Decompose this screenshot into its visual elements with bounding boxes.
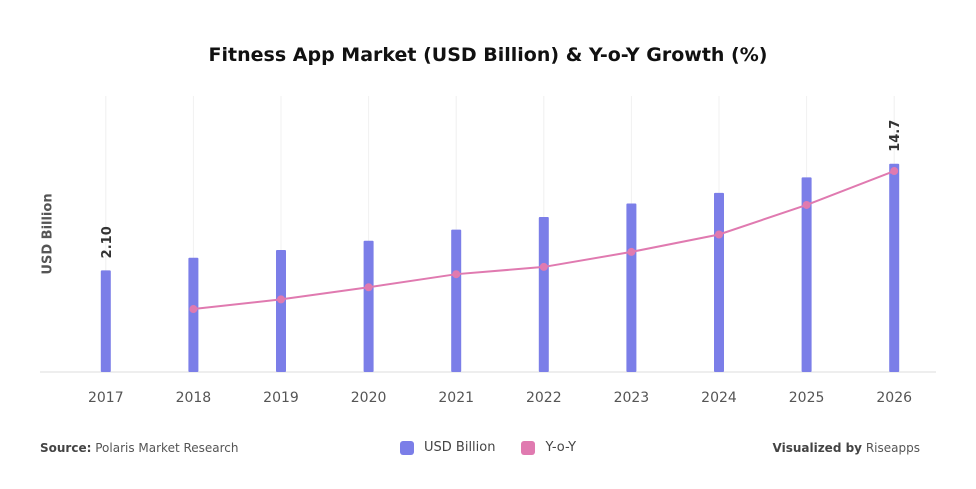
legend-item-usd: USD Billion xyxy=(400,440,495,455)
x-tick-2021: 2021 xyxy=(438,390,474,406)
x-tick-2018: 2018 xyxy=(176,390,212,406)
x-tick-2026: 2026 xyxy=(876,390,912,406)
x-tick-2024: 2024 xyxy=(701,390,737,406)
x-tick-2020: 2020 xyxy=(351,390,387,406)
data-labels: 2.10 14.7 xyxy=(100,120,903,259)
bar-2017 xyxy=(100,270,111,372)
credit-note: Visualized by Riseapps xyxy=(773,441,921,455)
yoy-point-2022 xyxy=(539,262,548,271)
x-tick-2022: 2022 xyxy=(526,390,562,406)
bar-2022 xyxy=(538,217,549,372)
bar-2019 xyxy=(276,249,286,372)
source-label: Source: xyxy=(40,441,92,455)
yoy-point-2025 xyxy=(802,200,811,209)
bar-2025 xyxy=(801,177,812,372)
credit-label: Visualized by xyxy=(772,441,863,455)
yoy-point-2018 xyxy=(189,305,198,314)
bar-2026 xyxy=(889,163,900,372)
legend-item-yoy: Y-o-Y xyxy=(521,440,576,455)
yoy-series xyxy=(189,167,899,314)
bar-series xyxy=(100,163,900,372)
yoy-point-2024 xyxy=(715,230,723,239)
source-value: Polaris Market Research xyxy=(95,441,239,455)
bar-2021 xyxy=(451,229,462,372)
yoy-point-2026 xyxy=(890,167,899,176)
yoy-point-2021 xyxy=(452,270,461,279)
bar-2024 xyxy=(714,192,724,372)
legend: USD Billion Y-o-Y xyxy=(400,440,602,455)
x-tick-2025: 2025 xyxy=(789,390,825,406)
legend-swatch-usd xyxy=(400,440,414,455)
x-axis-ticks: 2017 2018 2019 2020 2021 2022 2023 2024 2025 2026 xyxy=(88,390,912,406)
x-tick-2023: 2023 xyxy=(614,390,650,406)
bar-2018 xyxy=(188,257,199,372)
bar-2020 xyxy=(363,240,374,372)
data-label-2017: 2.10 xyxy=(100,226,115,258)
yoy-point-2023 xyxy=(627,247,636,256)
legend-label-yoy: Y-o-Y xyxy=(545,440,577,455)
x-tick-2019: 2019 xyxy=(263,390,299,406)
x-tick-2017: 2017 xyxy=(88,390,124,406)
chart-title: Fitness App Market (USD Billion) & Y-o-Y… xyxy=(208,44,768,66)
legend-label-usd: USD Billion xyxy=(424,440,496,455)
data-label-2026: 14.7 xyxy=(888,120,903,152)
grid-lines xyxy=(105,96,895,372)
source-note: Source: Polaris Market Research xyxy=(40,441,239,455)
yoy-point-2019 xyxy=(277,295,285,304)
credit-value: Riseapps xyxy=(865,441,920,455)
yoy-point-2020 xyxy=(364,283,373,292)
bar-2023 xyxy=(626,203,637,372)
legend-swatch-yoy xyxy=(521,440,536,455)
